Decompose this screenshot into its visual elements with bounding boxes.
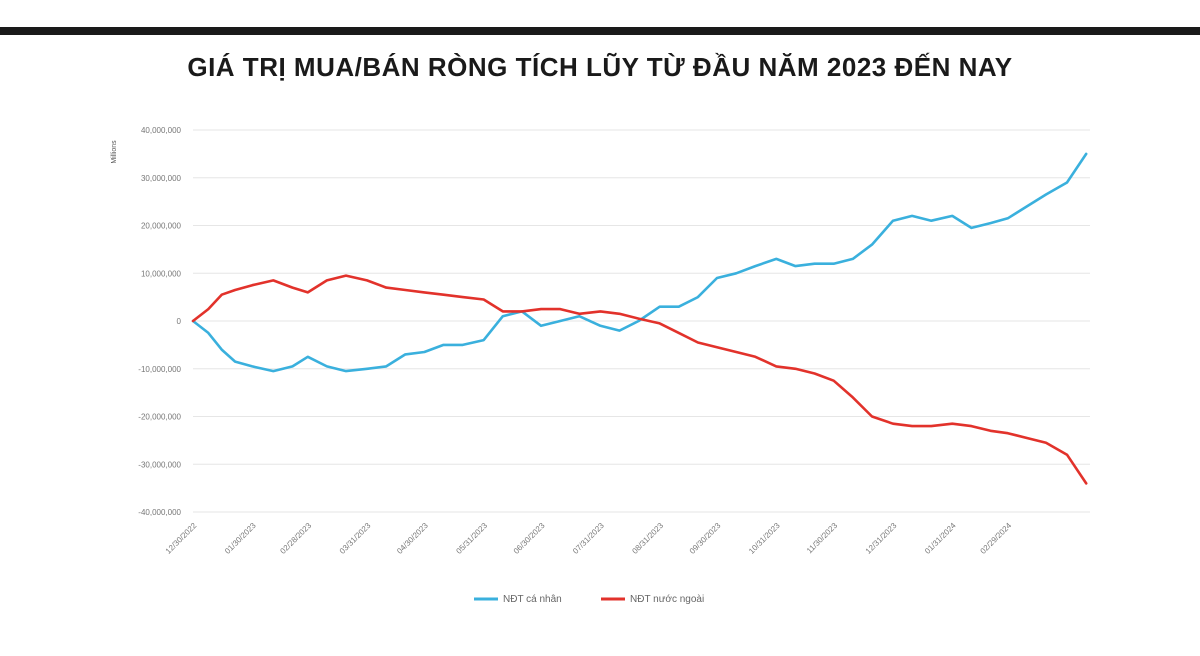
x-tick-label: 02/28/2023 (278, 521, 313, 556)
x-tick-label: 01/31/2024 (923, 521, 958, 556)
y-tick-label: -10,000,000 (138, 365, 181, 374)
x-tick-label: 09/30/2023 (688, 521, 723, 556)
y-tick-label: 20,000,000 (141, 222, 182, 231)
x-tick-label: 12/31/2023 (864, 521, 899, 556)
x-tick-label: 03/31/2023 (338, 521, 373, 556)
x-tick-label: 12/30/2022 (164, 521, 199, 556)
top-rule (0, 27, 1200, 35)
y-tick-label: 10,000,000 (141, 269, 182, 278)
x-tick-label: 08/31/2023 (630, 521, 665, 556)
x-tick-label: 10/31/2023 (747, 521, 782, 556)
y-axis-label: Millions (111, 140, 118, 164)
y-tick-label: -20,000,000 (138, 413, 181, 422)
x-axis: 12/30/2022 01/30/2023 02/28/2023 03/31/2023… (164, 521, 1014, 556)
y-tick-label: 40,000,000 (141, 126, 182, 135)
y-tick-label: -30,000,000 (138, 460, 181, 469)
x-tick-label: 04/30/2023 (395, 521, 430, 556)
grid (193, 129, 1090, 513)
series-line-1 (191, 152, 1088, 373)
legend-label: NĐT nước ngoài (630, 594, 704, 605)
series-lines (191, 152, 1088, 485)
x-tick-label: 11/30/2023 (805, 521, 840, 556)
x-tick-label: 05/31/2023 (454, 521, 489, 556)
y-tick-label: 30,000,000 (141, 174, 182, 183)
y-tick-label: -40,000,000 (138, 508, 181, 517)
x-tick-label: 01/30/2023 (223, 521, 258, 556)
chart-title: GIÁ TRỊ MUA/BÁN RÒNG TÍCH LŨY TỪ ĐẦU NĂM… (187, 52, 1013, 82)
y-tick-label: 0 (177, 317, 182, 326)
legend-label: NĐT cá nhân (503, 594, 562, 605)
x-tick-label: 06/30/2023 (512, 521, 547, 556)
y-axis: 40,000,000 30,000,000 20,000,000 10,000,000… (138, 126, 181, 517)
legend: NĐT cá nhân NĐT nước ngoài (474, 594, 704, 605)
x-tick-label: 02/29/2024 (978, 521, 1013, 556)
series-line-2 (191, 274, 1088, 485)
x-tick-label: 07/31/2023 (571, 521, 606, 556)
